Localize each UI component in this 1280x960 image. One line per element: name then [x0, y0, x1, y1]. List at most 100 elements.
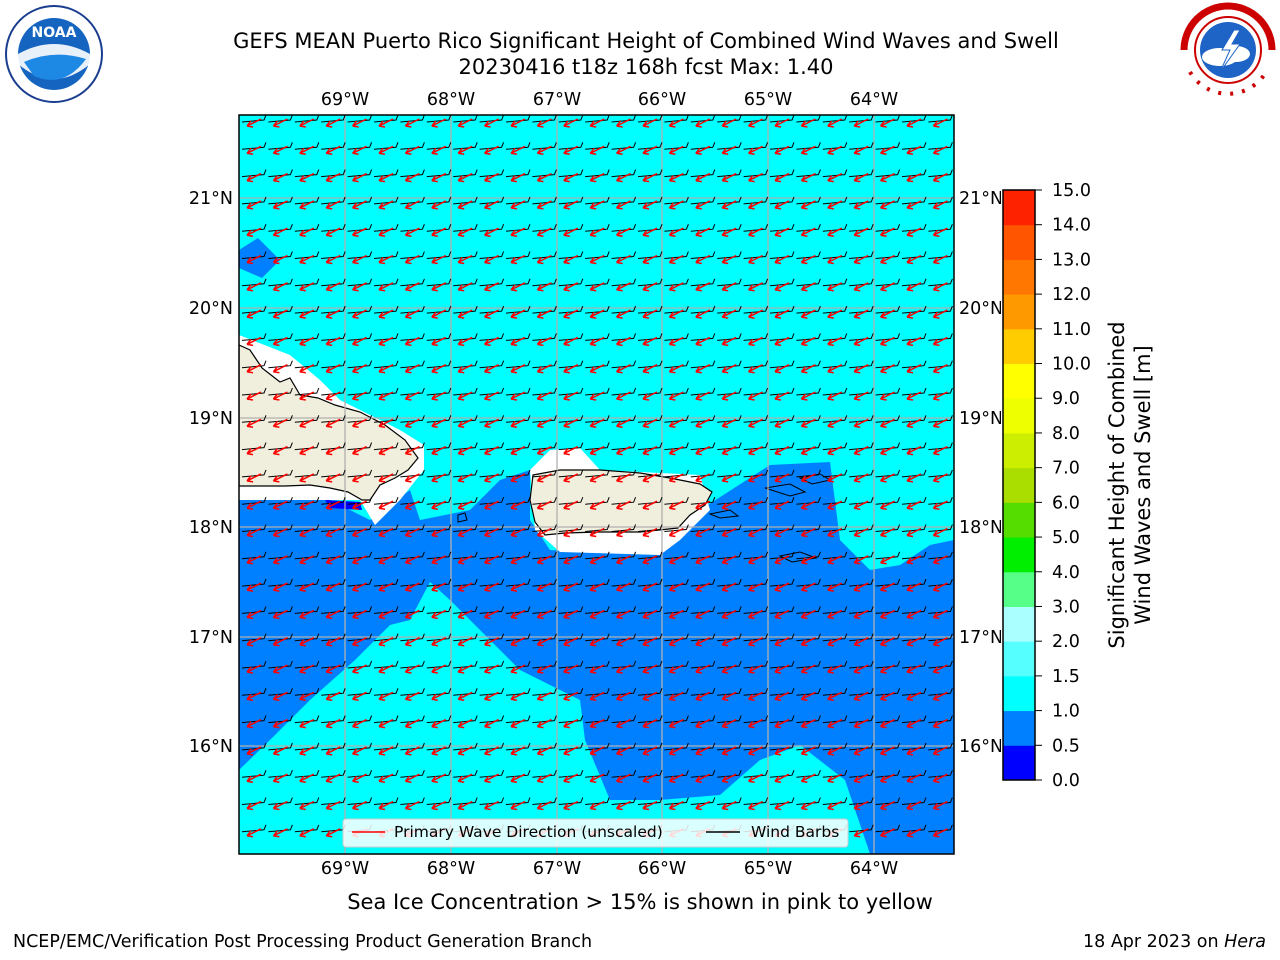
wave-direction-arrow [695, 555, 711, 565]
wave-direction-arrow [853, 718, 869, 729]
colorbar-tick-label: 5.0 [1052, 528, 1080, 548]
wind-barb [532, 797, 557, 805]
wave-direction-arrow [589, 473, 605, 483]
wave-direction-arrow [510, 227, 526, 237]
wave-direction-arrow [404, 364, 420, 374]
wind-barb [901, 415, 927, 423]
wind-barb [822, 524, 848, 532]
wave-direction-arrow [536, 664, 552, 674]
wind-barb [664, 415, 689, 423]
wave-direction-arrow [563, 527, 579, 538]
wave-direction-arrow [431, 118, 447, 128]
wind-barb [769, 442, 795, 451]
wave-direction-arrow [378, 145, 394, 156]
wave-direction-arrow [880, 773, 895, 783]
wind-barb [611, 633, 637, 642]
wind-barb [241, 360, 267, 369]
wind-barb [347, 278, 373, 287]
wave-direction-arrow [616, 418, 631, 429]
wind-barb [453, 497, 478, 505]
wind-barb [400, 224, 425, 232]
wave-direction-arrow [246, 200, 262, 210]
wind-barb [268, 469, 293, 478]
wave-direction-arrow [431, 254, 447, 265]
wind-barb [321, 688, 346, 696]
wind-barb [532, 387, 557, 396]
wave-direction-arrow [800, 309, 816, 319]
wind-barb [453, 524, 478, 532]
wind-barb [928, 360, 953, 369]
wind-barb [796, 633, 821, 642]
wave-direction-arrow [352, 145, 367, 156]
wave-direction-arrow [906, 664, 922, 674]
wind-barb [901, 142, 927, 150]
wave-direction-arrow [880, 227, 895, 237]
wind-barb [347, 224, 373, 232]
wave-direction-arrow [616, 118, 631, 128]
wave-direction-arrow [325, 691, 341, 702]
colorbar-swatch [1003, 502, 1035, 538]
wave-direction-arrow [906, 282, 922, 292]
wind-barb [241, 251, 267, 259]
wind-barb [928, 469, 953, 478]
wave-direction-arrow [695, 473, 711, 483]
wind-barb [611, 578, 637, 587]
wave-direction-arrow [510, 800, 526, 811]
wave-direction-arrow [800, 527, 816, 538]
wind-barb [849, 169, 874, 178]
wind-barb [321, 606, 346, 614]
wave-direction-arrow [246, 118, 262, 128]
wave-direction-arrow [536, 773, 552, 783]
wind-barb [611, 360, 637, 369]
wave-direction-arrow [932, 391, 948, 401]
wind-barb [294, 551, 320, 560]
wave-direction-arrow [642, 145, 658, 156]
wave-direction-arrow [695, 609, 711, 620]
wind-barb [849, 196, 874, 205]
wave-direction-arrow [932, 718, 948, 729]
wave-direction-arrow [246, 227, 262, 237]
wind-barb [347, 633, 373, 642]
wind-barb [268, 660, 293, 669]
wave-direction-arrow [616, 172, 631, 183]
lon-label-bottom: 67°W [533, 859, 581, 879]
wind-barb [505, 551, 531, 560]
wind-barb [690, 606, 716, 614]
wave-direction-arrow [272, 609, 288, 620]
lon-label-bottom: 66°W [638, 859, 686, 879]
wave-direction-arrow [642, 800, 658, 811]
wind-barb [347, 115, 373, 123]
wind-barb [849, 278, 874, 287]
wind-barb [505, 142, 531, 150]
wind-barb [558, 578, 584, 587]
wind-barb [585, 387, 610, 396]
wave-direction-arrow [827, 118, 843, 128]
wave-direction-arrow [721, 800, 737, 811]
wave-direction-arrow [299, 118, 315, 128]
wave-direction-arrow [378, 637, 394, 647]
wave-direction-arrow [589, 500, 605, 510]
wind-barb [426, 115, 452, 123]
wind-barb [717, 551, 742, 560]
wave-direction-arrow [721, 145, 737, 156]
wind-barb [743, 278, 769, 287]
wave-direction-arrow [484, 391, 499, 401]
wind-barb [611, 688, 637, 696]
wind-barb [690, 196, 716, 205]
wind-barb [849, 688, 874, 696]
colorbar-swatch [1003, 467, 1035, 503]
wave-direction-arrow [668, 336, 684, 347]
wave-direction-arrow [589, 691, 605, 702]
wind-barb [532, 196, 557, 205]
wind-barb [743, 196, 769, 205]
wind-barb [294, 633, 320, 642]
wave-direction-arrow [616, 309, 631, 319]
wave-direction-arrow [352, 582, 367, 592]
wind-barb [505, 278, 531, 287]
wave-direction-arrow [880, 664, 895, 674]
lon-label-top: 66°W [638, 90, 686, 110]
wind-barb [664, 578, 689, 587]
wave-direction-arrow [352, 200, 367, 210]
wave-direction-arrow [616, 555, 631, 565]
wave-direction-arrow [536, 418, 552, 429]
